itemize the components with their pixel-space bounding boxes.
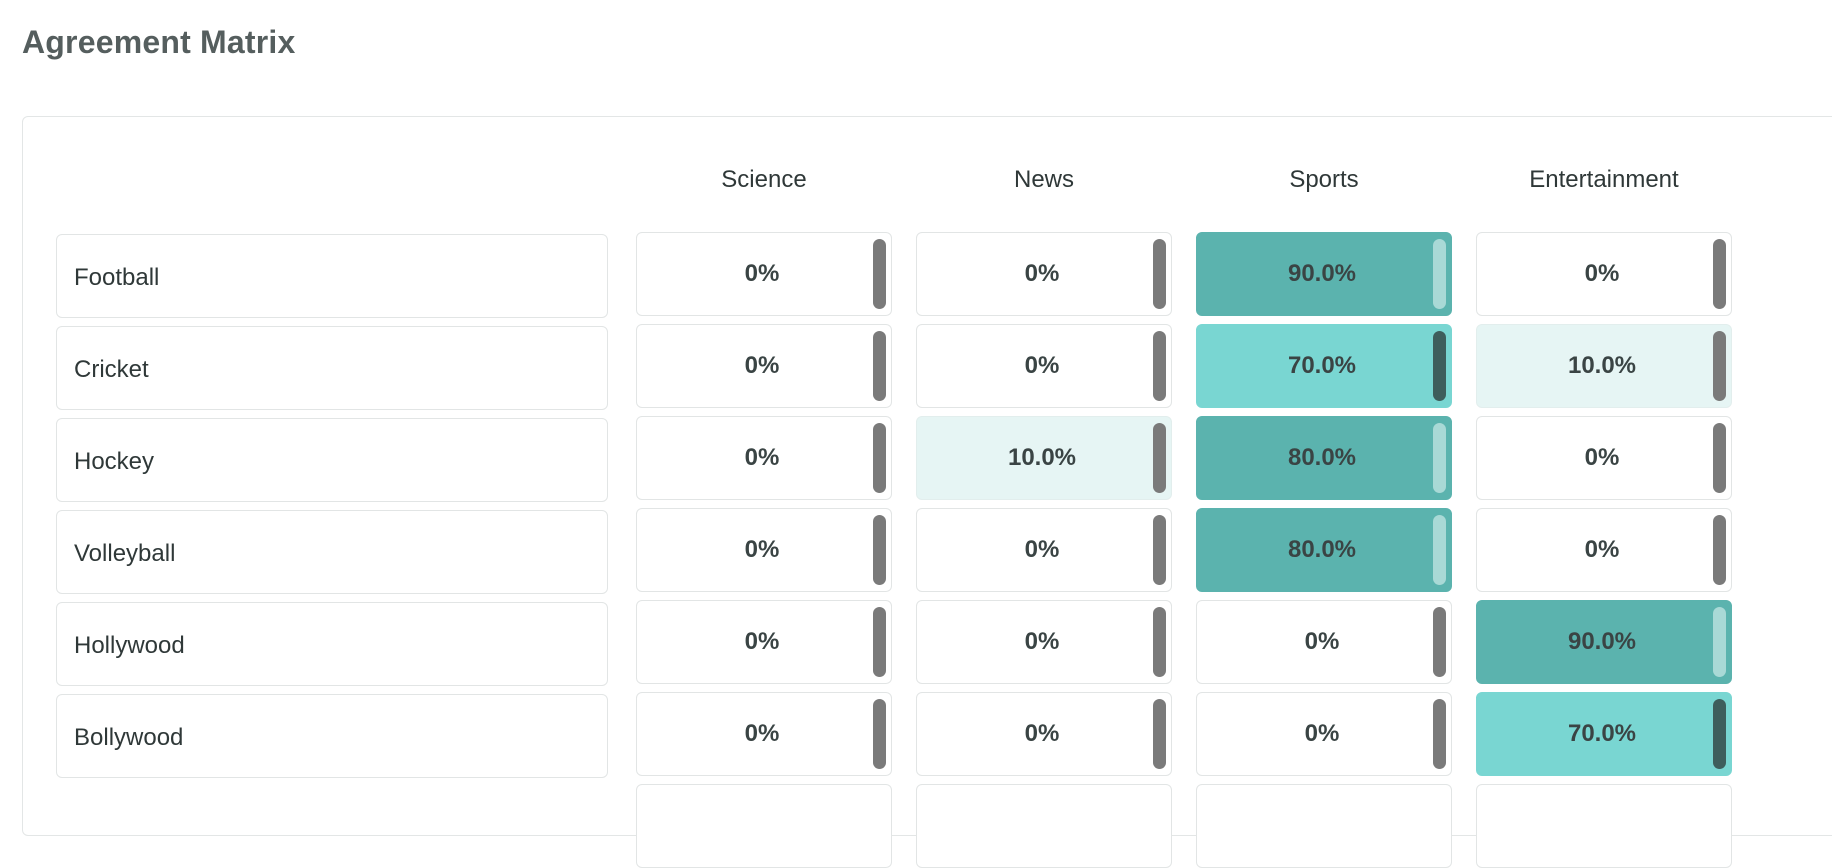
matrix-cell[interactable]: 10.0% xyxy=(916,416,1172,500)
matrix-cell[interactable]: 0% xyxy=(636,416,892,500)
cell-value: 0% xyxy=(1584,444,1620,471)
row-label-bollywood: Bollywood xyxy=(56,694,608,778)
row-label-football: Football xyxy=(56,234,608,318)
cell-value: 70.0% xyxy=(1287,352,1357,379)
page-title: Agreement Matrix xyxy=(22,24,296,60)
drag-handle-icon[interactable] xyxy=(873,515,886,585)
drag-handle-icon[interactable] xyxy=(1153,607,1166,677)
cell-value: 10.0% xyxy=(1007,444,1077,471)
drag-handle-icon[interactable] xyxy=(1153,699,1166,769)
drag-handle-icon[interactable] xyxy=(873,423,886,493)
cell-value: 0% xyxy=(1024,260,1060,287)
cell-value: 90.0% xyxy=(1287,260,1357,287)
row-label-hollywood: Hollywood xyxy=(56,602,608,686)
matrix-cell-partial xyxy=(1476,784,1732,868)
matrix-cell[interactable]: 80.0% xyxy=(1196,416,1452,500)
drag-handle-icon[interactable] xyxy=(1153,331,1166,401)
cell-value: 80.0% xyxy=(1287,536,1357,563)
drag-handle-icon[interactable] xyxy=(1713,331,1726,401)
cell-value: 0% xyxy=(744,720,780,747)
cell-value: 0% xyxy=(744,352,780,379)
drag-handle-icon[interactable] xyxy=(1433,331,1446,401)
cell-value: 0% xyxy=(1304,720,1340,747)
cell-value: 10.0% xyxy=(1567,352,1637,379)
drag-handle-icon[interactable] xyxy=(1713,699,1726,769)
row-label-hockey: Hockey xyxy=(56,418,608,502)
drag-handle-icon[interactable] xyxy=(1713,423,1726,493)
drag-handle-icon[interactable] xyxy=(1433,699,1446,769)
drag-handle-icon[interactable] xyxy=(1713,239,1726,309)
drag-handle-icon[interactable] xyxy=(1433,423,1446,493)
cell-value: 0% xyxy=(744,628,780,655)
matrix-cell[interactable]: 0% xyxy=(1196,600,1452,684)
cell-value: 0% xyxy=(1024,352,1060,379)
matrix-cell[interactable]: 0% xyxy=(916,600,1172,684)
matrix-cell[interactable]: 90.0% xyxy=(1196,232,1452,316)
matrix-cell[interactable]: 70.0% xyxy=(1196,324,1452,408)
matrix-cell[interactable]: 0% xyxy=(916,508,1172,592)
drag-handle-icon[interactable] xyxy=(873,699,886,769)
matrix-cell[interactable]: 10.0% xyxy=(1476,324,1732,408)
cell-value: 90.0% xyxy=(1567,628,1637,655)
drag-handle-icon[interactable] xyxy=(873,239,886,309)
matrix-cell[interactable]: 0% xyxy=(636,324,892,408)
drag-handle-icon[interactable] xyxy=(1713,515,1726,585)
cell-value: 0% xyxy=(744,260,780,287)
cell-value: 0% xyxy=(744,536,780,563)
drag-handle-icon[interactable] xyxy=(1153,239,1166,309)
matrix-cell[interactable]: 0% xyxy=(636,692,892,776)
matrix-cell[interactable]: 90.0% xyxy=(1476,600,1732,684)
matrix-cell-partial xyxy=(636,784,892,868)
row-label-cricket: Cricket xyxy=(56,326,608,410)
matrix-cell[interactable]: 0% xyxy=(916,692,1172,776)
cell-value: 0% xyxy=(1584,260,1620,287)
matrix-cell[interactable]: 0% xyxy=(1476,416,1732,500)
cell-value: 70.0% xyxy=(1567,720,1637,747)
matrix-cell[interactable]: 0% xyxy=(916,324,1172,408)
matrix-cell[interactable]: 0% xyxy=(636,232,892,316)
matrix-cell[interactable]: 0% xyxy=(1196,692,1452,776)
cell-value: 0% xyxy=(1584,536,1620,563)
column-header-sports: Sports xyxy=(1289,166,1359,193)
column-header-news: News xyxy=(1013,166,1074,193)
drag-handle-icon[interactable] xyxy=(1713,607,1726,677)
matrix-cell[interactable]: 0% xyxy=(1476,232,1732,316)
cell-value: 0% xyxy=(744,444,780,471)
drag-handle-icon[interactable] xyxy=(1153,423,1166,493)
column-header-science: Science xyxy=(721,166,807,193)
matrix-cell[interactable]: 80.0% xyxy=(1196,508,1452,592)
cell-value: 0% xyxy=(1024,628,1060,655)
drag-handle-icon[interactable] xyxy=(873,607,886,677)
matrix-cell[interactable]: 0% xyxy=(1476,508,1732,592)
matrix-cell-partial xyxy=(916,784,1172,868)
matrix-cell[interactable]: 0% xyxy=(636,508,892,592)
drag-handle-icon[interactable] xyxy=(1433,515,1446,585)
cell-value: 0% xyxy=(1304,628,1340,655)
matrix-cell[interactable]: 0% xyxy=(916,232,1172,316)
row-label-volleyball: Volleyball xyxy=(56,510,608,594)
drag-handle-icon[interactable] xyxy=(1433,607,1446,677)
cell-value: 0% xyxy=(1024,720,1060,747)
drag-handle-icon[interactable] xyxy=(1433,239,1446,309)
matrix-cell[interactable]: 0% xyxy=(636,600,892,684)
drag-handle-icon[interactable] xyxy=(873,331,886,401)
cell-value: 0% xyxy=(1024,536,1060,563)
cell-value: 80.0% xyxy=(1287,444,1357,471)
column-header-entertainment: Entertainment xyxy=(1529,166,1679,193)
matrix-cell-partial xyxy=(1196,784,1452,868)
drag-handle-icon[interactable] xyxy=(1153,515,1166,585)
matrix-cell[interactable]: 70.0% xyxy=(1476,692,1732,776)
